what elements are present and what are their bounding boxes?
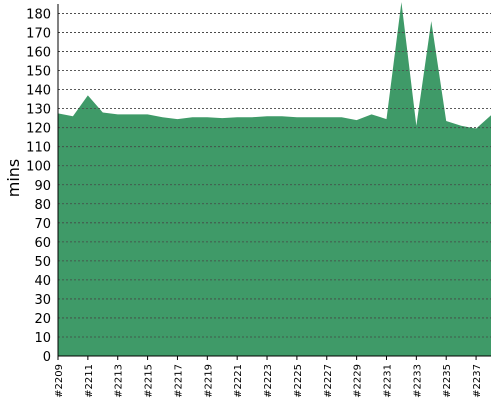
x-tick-label: #2221 — [233, 364, 244, 398]
x-tick-label: #2209 — [54, 364, 65, 398]
y-tick-label: 110 — [26, 141, 51, 156]
y-tick-label: 30 — [34, 293, 51, 308]
x-tick-label: #2231 — [382, 364, 393, 398]
y-tick-label: 140 — [26, 84, 51, 99]
x-tick-label: #2229 — [353, 364, 364, 398]
x-tick-label: #2211 — [84, 364, 95, 398]
y-tick-label: 10 — [34, 331, 51, 346]
y-tick-label: 60 — [34, 236, 51, 251]
y-tick-label: 180 — [26, 8, 51, 23]
x-tick-label: #2235 — [442, 364, 453, 398]
y-tick-label: 40 — [34, 274, 51, 289]
y-tick-label: 150 — [26, 65, 51, 80]
series-area — [57, 2, 492, 357]
y-tick-label: 100 — [26, 160, 51, 175]
y-tick-label: 130 — [26, 103, 51, 118]
x-tick-label: #2225 — [293, 364, 304, 398]
x-tick-label: #2215 — [144, 364, 155, 398]
x-tick-label: #2217 — [173, 364, 184, 398]
x-tick-label: #2213 — [114, 364, 125, 398]
axes — [57, 4, 491, 357]
area-series-0 — [58, 2, 491, 357]
y-tick-label: 120 — [26, 122, 51, 137]
x-axis-ticks: #2209 #2211 #2213 #2215 #2217 #2219 #2221 #2223… — [54, 356, 483, 398]
y-tick-label: 90 — [34, 179, 51, 194]
x-tick-label: #2237 — [472, 364, 483, 398]
x-tick-label: #2233 — [412, 364, 423, 398]
y-axis-ticks: 0 10 20 30 40 50 60 70 80 90 100 110 120 130 140 150 160… — [26, 8, 51, 365]
x-tick-label: #2219 — [203, 364, 214, 398]
y-tick-label: 160 — [26, 46, 51, 61]
x-tick-label: #2227 — [323, 364, 334, 398]
y-axis-title: mins — [4, 159, 23, 198]
x-tick-label: #2223 — [263, 364, 274, 398]
y-tick-label: 170 — [26, 27, 51, 42]
y-tick-label: 80 — [34, 198, 51, 213]
y-tick-label: 70 — [34, 217, 51, 232]
y-tick-label: 20 — [34, 312, 51, 327]
y-tick-label: 0 — [43, 350, 51, 365]
y-tick-label: 50 — [34, 255, 51, 270]
